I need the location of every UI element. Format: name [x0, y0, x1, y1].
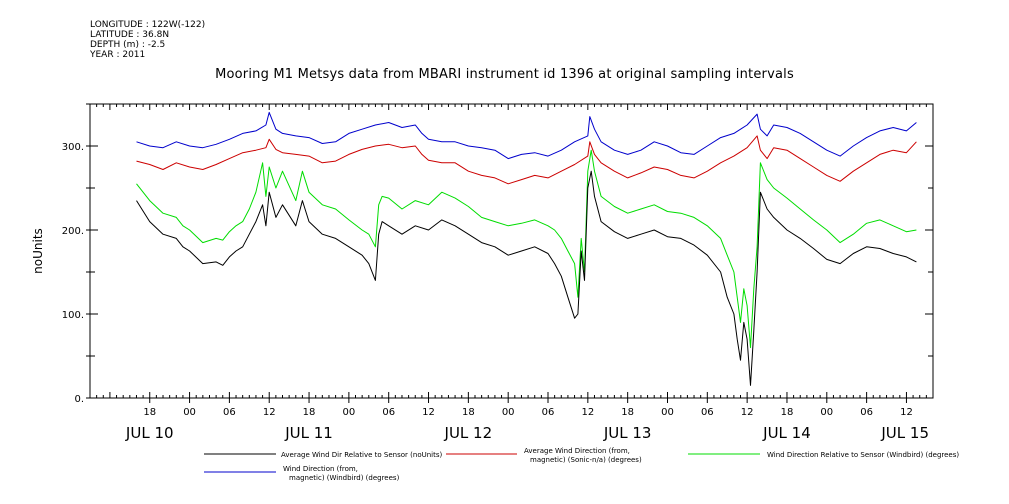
day-label: JUL 12 [444, 424, 493, 442]
x-tick-label: 00 [502, 407, 515, 418]
legend-label-red-line1: Average Wind Direction (from, [524, 447, 630, 455]
x-tick-label: 12 [581, 407, 594, 418]
depth-label: DEPTH (m) : -2.5 [90, 40, 166, 50]
chart-title: Mooring M1 Metsys data from MBARI instru… [215, 67, 794, 82]
x-tick-label: 06 [382, 407, 395, 418]
x-tick-label: 06 [860, 407, 873, 418]
day-label: JUL 11 [284, 424, 333, 442]
x-tick-label: 12 [900, 407, 913, 418]
x-tick-label: 06 [701, 407, 714, 418]
series-line-green [136, 149, 917, 349]
longitude-label: LONGITUDE : 122W(-122) [90, 20, 206, 30]
series-line-red [136, 135, 917, 185]
x-tick-label: 12 [263, 407, 276, 418]
series-line-blue [136, 111, 917, 160]
plot-frame [89, 103, 934, 399]
x-tick-label: 18 [462, 407, 475, 418]
x-tick-label: 06 [542, 407, 555, 418]
x-tick-label: 18 [781, 407, 794, 418]
y-axis-title: noUnits [31, 228, 45, 274]
series-line-black [136, 170, 917, 386]
x-tick-label: 00 [820, 407, 833, 418]
x-tick-label: 18 [143, 407, 156, 418]
x-tick-label: 12 [741, 407, 754, 418]
y-tick-labels: 0. 100. 200. 300. [62, 142, 84, 405]
legend-label-red-line2: magnetic) (Sonic-n/a) (degrees) [530, 456, 642, 464]
legend: Average Wind Dir Relative to Sensor (noU… [204, 447, 959, 482]
legend-label-blue-line2: magnetic) (Windbird) (degrees) [289, 474, 400, 482]
day-label: JUL 10 [125, 424, 174, 442]
x-tick-label: 00 [343, 407, 356, 418]
x-tick-label: 18 [621, 407, 634, 418]
x-tick-labels: 18 00 06 12 18 00 06 12 18 00 06 12 18 00 06 12 18 00 06 12 [143, 398, 913, 418]
latitude-label: LATITUDE : 36.8N [90, 30, 170, 40]
y-tick-label: 100. [62, 310, 84, 321]
legend-label-black: Average Wind Dir Relative to Sensor (noU… [281, 451, 442, 459]
day-label: JUL 14 [762, 424, 811, 442]
day-label: JUL 13 [603, 424, 652, 442]
x-tick-label: 06 [223, 407, 236, 418]
metadata-block: LONGITUDE : 122W(-122) LATITUDE : 36.8N … [90, 20, 205, 60]
y-tick-label: 200. [62, 226, 84, 237]
day-label: JUL 15 [880, 424, 929, 442]
x-tick-label: 18 [303, 407, 316, 418]
y-tick-label: 0. [74, 394, 84, 405]
legend-label-green: Wind Direction Relative to Sensor (Windb… [767, 451, 959, 459]
x-tick-label: 00 [183, 407, 196, 418]
x-tick-label: 00 [661, 407, 674, 418]
series-layer [136, 111, 917, 386]
y-tick-label: 300. [62, 142, 84, 153]
legend-label-blue-line1: Wind Direction (from, [283, 465, 358, 473]
axis-ticks [86, 103, 933, 399]
year-label: YEAR : 2011 [90, 50, 146, 60]
day-labels: JUL 10 JUL 11 JUL 12 JUL 13 JUL 14 JUL 15 [125, 424, 929, 442]
x-tick-label: 12 [422, 407, 435, 418]
